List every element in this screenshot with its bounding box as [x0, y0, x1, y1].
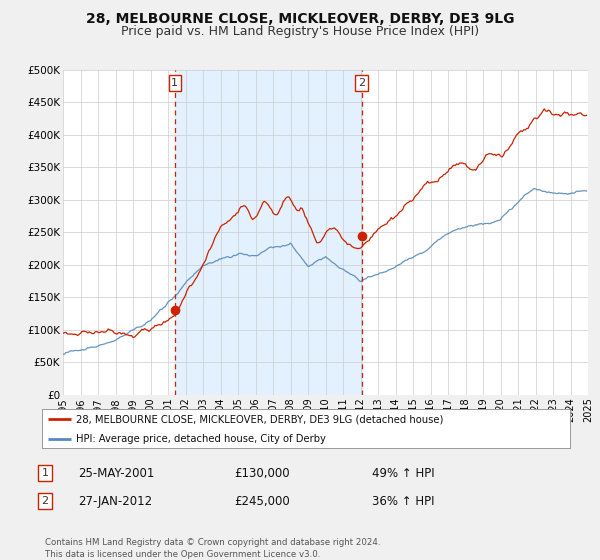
Text: 36% ↑ HPI: 36% ↑ HPI	[372, 494, 434, 508]
Text: 28, MELBOURNE CLOSE, MICKLEOVER, DERBY, DE3 9LG: 28, MELBOURNE CLOSE, MICKLEOVER, DERBY, …	[86, 12, 514, 26]
Text: 49% ↑ HPI: 49% ↑ HPI	[372, 466, 434, 480]
Text: £130,000: £130,000	[234, 466, 290, 480]
Text: Price paid vs. HM Land Registry's House Price Index (HPI): Price paid vs. HM Land Registry's House …	[121, 25, 479, 38]
Text: 2: 2	[41, 496, 49, 506]
Bar	[175, 70, 362, 395]
Text: 1: 1	[41, 468, 49, 478]
Text: 27-JAN-2012: 27-JAN-2012	[78, 494, 152, 508]
Text: 28, MELBOURNE CLOSE, MICKLEOVER, DERBY, DE3 9LG (detached house): 28, MELBOURNE CLOSE, MICKLEOVER, DERBY, …	[76, 414, 443, 424]
Text: 2: 2	[358, 78, 365, 88]
Text: Contains HM Land Registry data © Crown copyright and database right 2024.
This d: Contains HM Land Registry data © Crown c…	[45, 538, 380, 559]
Text: 25-MAY-2001: 25-MAY-2001	[78, 466, 154, 480]
Text: HPI: Average price, detached house, City of Derby: HPI: Average price, detached house, City…	[76, 435, 326, 445]
Text: 1: 1	[172, 78, 178, 88]
Text: £245,000: £245,000	[234, 494, 290, 508]
